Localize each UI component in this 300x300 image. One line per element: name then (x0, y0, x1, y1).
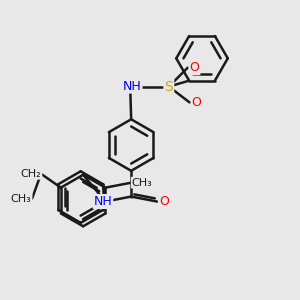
Text: O: O (192, 96, 202, 109)
Text: CH₃: CH₃ (132, 178, 152, 188)
Text: S: S (164, 80, 173, 94)
Text: O: O (190, 61, 200, 74)
Text: NH: NH (94, 195, 112, 208)
Text: O: O (159, 195, 169, 208)
Text: CH₃: CH₃ (11, 194, 32, 203)
Text: NH: NH (123, 80, 142, 93)
Text: CH₂: CH₂ (21, 169, 41, 179)
